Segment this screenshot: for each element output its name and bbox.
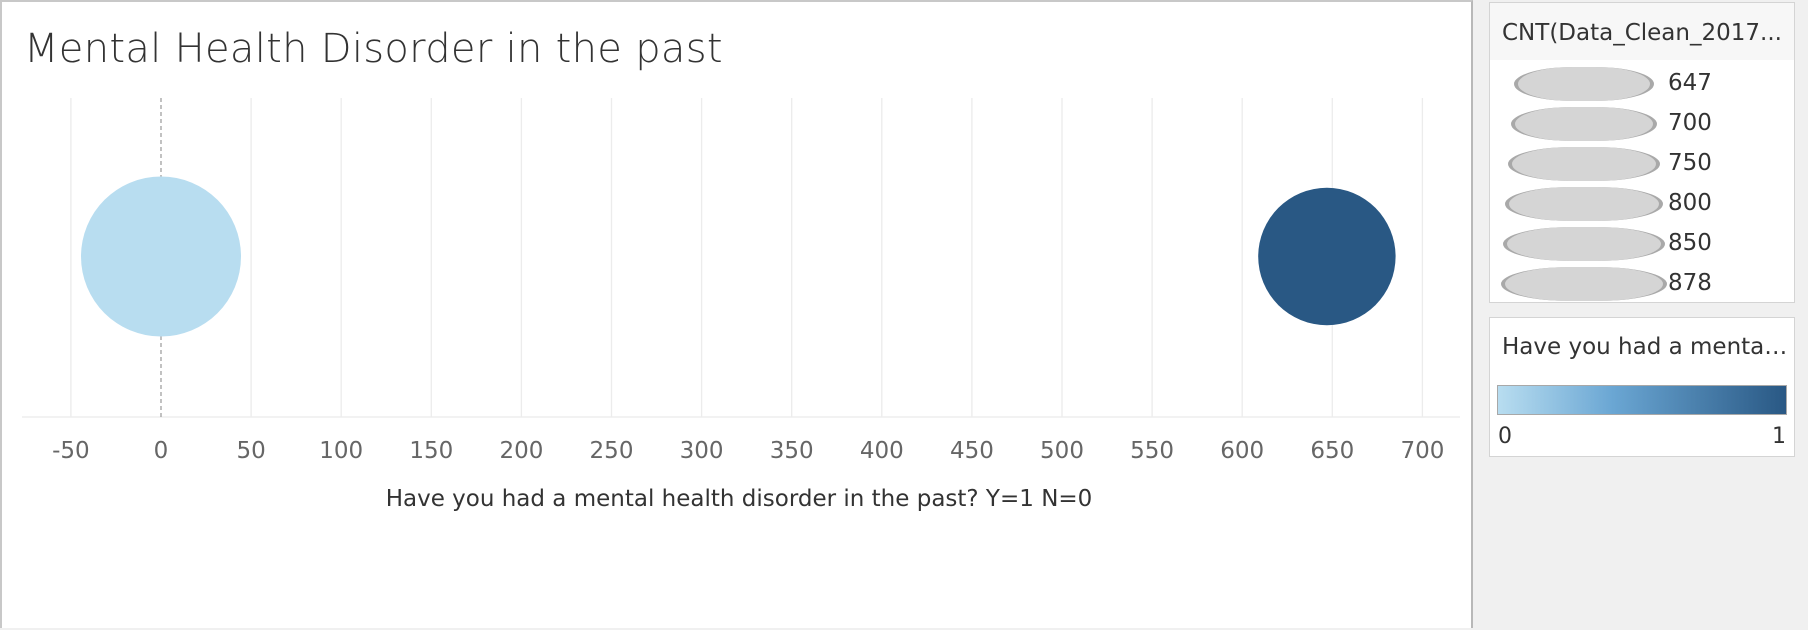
x-tick-label: -50	[52, 438, 90, 464]
x-axis-label: Have you had a mental health disorder in…	[386, 486, 1093, 512]
x-tick-label: 450	[950, 438, 994, 464]
data-point[interactable]	[1258, 187, 1396, 326]
size-legend-label: 800	[1668, 190, 1712, 216]
size-legend-swatch	[1502, 227, 1666, 261]
size-legend-label: 850	[1668, 230, 1712, 256]
color-legend-title: Have you had a mental ...	[1502, 334, 1788, 360]
data-point[interactable]	[81, 176, 241, 337]
size-legend-label: 647	[1668, 70, 1712, 96]
size-legend-label: 750	[1668, 150, 1712, 176]
x-tick-label: 500	[1040, 438, 1084, 464]
x-tick-label: 300	[680, 438, 724, 464]
size-legend-swatch	[1501, 267, 1667, 301]
x-tick-label: 650	[1310, 438, 1354, 464]
data-points	[81, 176, 1396, 337]
x-tick-label: 400	[860, 438, 904, 464]
size-legend-title: CNT(Data_Clean_2017...	[1502, 20, 1782, 46]
chart-plot: -50 0 50 100 150 200 250 300 350 400 450 500 550 600 6…	[22, 98, 1460, 512]
size-legend-item: 878	[1490, 265, 1794, 305]
size-legend-item: 700	[1490, 105, 1794, 145]
x-tick-label: 0	[154, 438, 169, 464]
x-tick-label: 250	[590, 438, 634, 464]
chart-title: Mental Health Disorder in the past	[24, 26, 723, 72]
size-legend[interactable]: CNT(Data_Clean_2017... 647 700 750 800 850 87…	[1489, 2, 1795, 303]
size-legend-item: 750	[1490, 145, 1794, 185]
size-legend-swatch	[1508, 147, 1660, 181]
size-legend-item: 850	[1490, 225, 1794, 265]
x-tick-label: 150	[409, 438, 453, 464]
size-legend-swatch	[1514, 67, 1654, 101]
x-tick-label: 100	[319, 438, 363, 464]
color-gradient-bar	[1497, 385, 1787, 415]
size-legend-label: 878	[1668, 270, 1712, 296]
x-tick-label: 550	[1130, 438, 1174, 464]
color-legend[interactable]: Have you had a mental ... 0 1	[1489, 317, 1795, 457]
size-legend-item: 647	[1490, 65, 1794, 105]
gridlines	[70, 98, 1424, 417]
x-axis-ticks: -50 0 50 100 150 200 250 300 350 400 450 500 550 600 6…	[52, 438, 1444, 464]
size-legend-label: 700	[1668, 110, 1712, 136]
size-legend-header	[1490, 3, 1794, 60]
x-tick-label: 200	[499, 438, 543, 464]
x-tick-label: 50	[236, 438, 265, 464]
color-legend-min-label: 0	[1498, 424, 1512, 449]
size-legend-swatch	[1511, 107, 1657, 141]
size-legend-item: 800	[1490, 185, 1794, 225]
x-tick-label: 700	[1400, 438, 1444, 464]
x-tick-label: 350	[770, 438, 814, 464]
color-legend-max-label: 1	[1772, 424, 1786, 449]
size-legend-swatch	[1505, 187, 1663, 221]
x-tick-label: 600	[1220, 438, 1264, 464]
chart-panel: Mental Health Disorder in the past -50 0 5…	[0, 0, 1473, 628]
